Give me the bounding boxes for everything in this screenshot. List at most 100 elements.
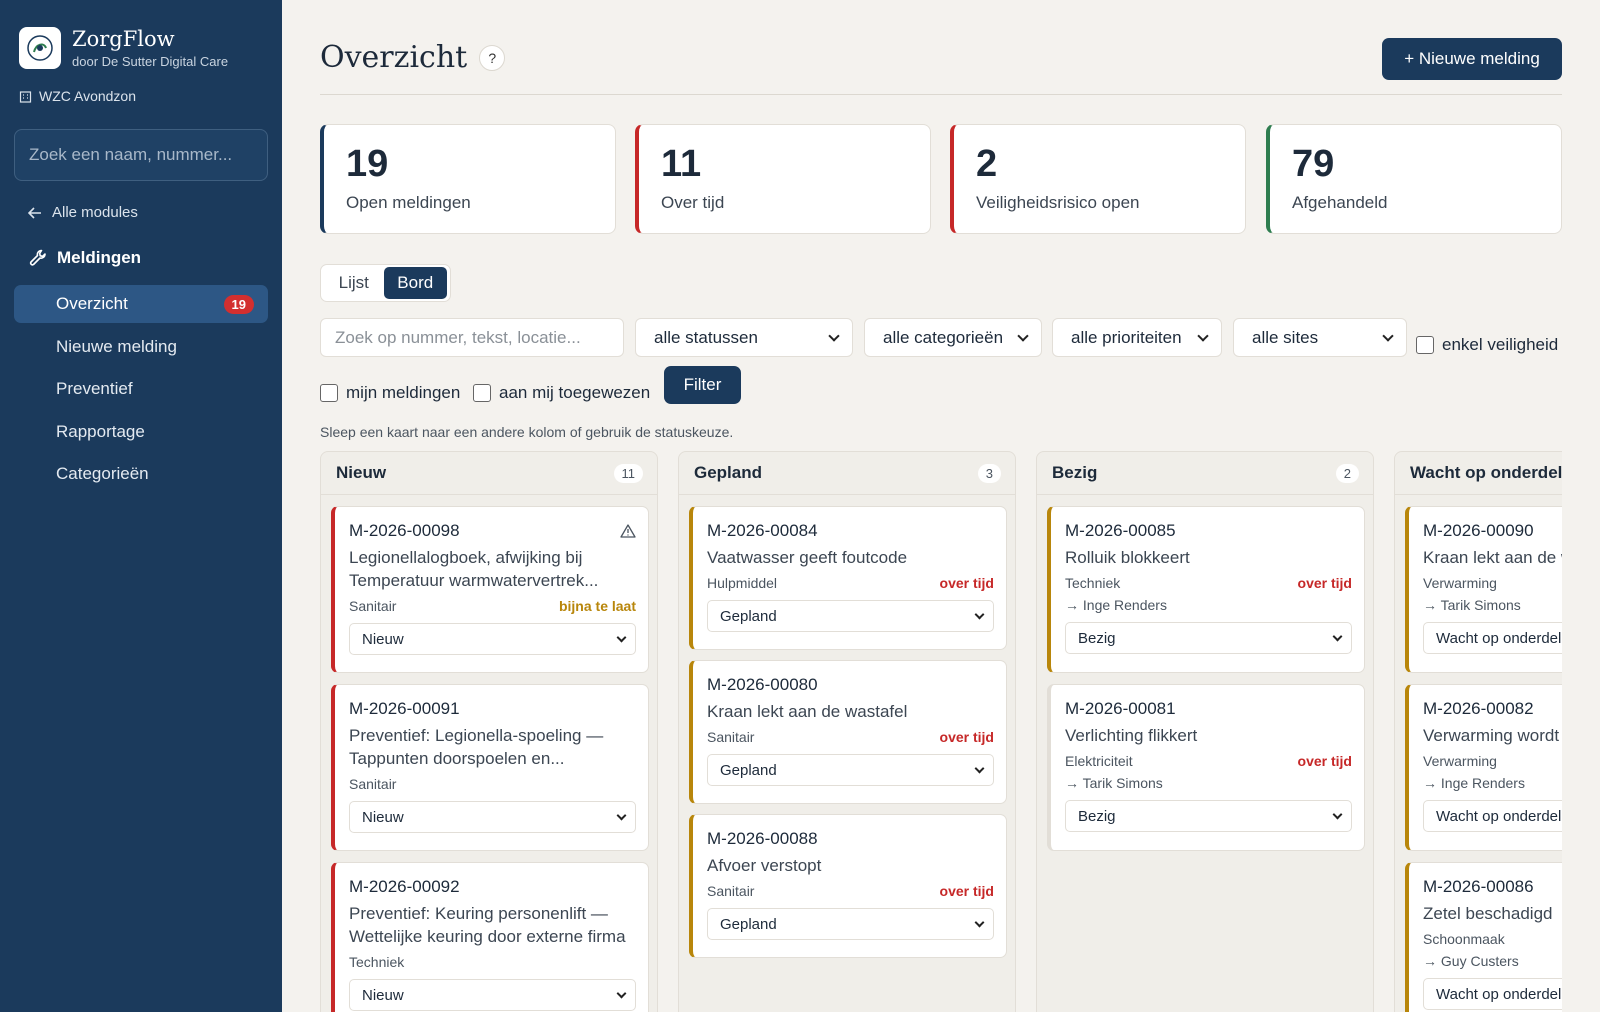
stat-value: 2: [976, 143, 998, 185]
sidebar-item-overzicht[interactable]: Overzicht 19: [14, 285, 268, 323]
deadline-flag: over tijd: [939, 883, 994, 899]
report-title: Verlichting flikkert: [1065, 726, 1198, 745]
card-status-select[interactable]: Wacht op onderdelen: [1423, 800, 1562, 832]
chevron-down-icon: [1332, 631, 1343, 641]
report-card[interactable]: M-2026-00082 Verwarming wordt niet warm …: [1405, 684, 1562, 851]
board-hint: Sleep een kaart naar een andere kolom of…: [320, 424, 734, 440]
report-category: Sanitair: [349, 598, 397, 614]
stat-open: 19 Open meldingen: [320, 124, 616, 234]
page-header: Overzicht ?: [320, 40, 506, 75]
help-icon[interactable]: ?: [479, 44, 506, 71]
card-status-select[interactable]: Bezig: [1065, 622, 1352, 654]
mine-checkbox[interactable]: mijn meldingen: [320, 383, 460, 403]
only-safety-checkbox[interactable]: enkel veiligheid: [1416, 335, 1558, 355]
logo-icon: [19, 27, 61, 69]
card-status-select[interactable]: Wacht op onderdelen: [1423, 978, 1562, 1010]
back-to-modules-link[interactable]: Alle modules: [28, 204, 138, 221]
select-value: Bezig: [1078, 807, 1116, 825]
site-select[interactable]: alle sites: [1233, 318, 1407, 357]
report-title: Kraan lekt aan de wastafel: [707, 702, 908, 721]
card-status-select[interactable]: Gepland: [707, 600, 994, 632]
stat-label: Afgehandeld: [1292, 193, 1388, 212]
filter-search-input[interactable]: [320, 318, 624, 357]
sidebar-item-label: Overzicht: [56, 294, 128, 313]
column-title: Bezig: [1052, 463, 1098, 482]
wrench-icon: [29, 249, 46, 266]
report-card[interactable]: M-2026-00080 Kraan lekt aan de wastafel …: [689, 660, 1007, 804]
checkbox-icon[interactable]: [473, 384, 491, 402]
report-card[interactable]: M-2026-00085 Rolluik blokkeert Techniek o…: [1047, 506, 1365, 673]
report-assignee: → Tarik Simons: [1065, 775, 1163, 791]
select-value: Wacht op onderdelen: [1436, 807, 1562, 825]
category-select[interactable]: alle categorieën: [864, 318, 1042, 357]
report-card[interactable]: M-2026-00088 Afvoer verstopt Sanitair ove…: [689, 814, 1007, 958]
column-count: 2: [1335, 463, 1359, 483]
stat-overdue: 11 Over tijd: [635, 124, 931, 234]
report-card[interactable]: M-2026-00090 Kraan lekt aan de wastafel …: [1405, 506, 1562, 673]
report-number: M-2026-00098: [349, 521, 460, 540]
global-search-input[interactable]: [14, 129, 268, 181]
select-value: Nieuw: [362, 808, 404, 826]
report-card[interactable]: M-2026-00091 Preventief: Legionella-spoe…: [331, 684, 649, 851]
report-title: Rolluik blokkeert: [1065, 548, 1190, 567]
report-category: Schoonmaak: [1423, 931, 1505, 947]
card-status-select[interactable]: Gepland: [707, 754, 994, 786]
deadline-flag: over tijd: [1297, 753, 1352, 769]
sidebar-item-label: Nieuwe melding: [56, 336, 177, 356]
view-board-button[interactable]: Bord: [383, 267, 447, 299]
checkbox-icon[interactable]: [320, 384, 338, 402]
report-title: Legionellalogboek, afwijking bij Tempera…: [349, 548, 599, 590]
chevron-down-icon: [616, 632, 627, 642]
report-card[interactable]: M-2026-00086 Zetel beschadigd Schoonmaak…: [1405, 862, 1562, 1012]
sidebar-item-preventief[interactable]: Preventief: [14, 370, 268, 408]
view-list-button[interactable]: Lijst: [338, 273, 369, 292]
select-value: alle statussen: [654, 327, 758, 347]
select-value: Gepland: [720, 915, 777, 933]
back-label: Alle modules: [52, 204, 138, 221]
report-title: Zetel beschadigd: [1423, 904, 1553, 923]
report-assignee: → Inge Renders: [1423, 775, 1525, 791]
report-number: M-2026-00086: [1423, 877, 1534, 896]
deadline-flag: over tijd: [939, 729, 994, 745]
column-nieuw: Nieuw 11 M-2026-00098 Legionellalogboek,…: [320, 451, 658, 1012]
sidebar-item-nieuwe-melding[interactable]: Nieuwe melding: [14, 328, 268, 366]
chevron-down-icon: [1197, 329, 1209, 342]
section-meldingen[interactable]: Meldingen: [28, 248, 141, 268]
stat-value: 11: [661, 143, 702, 185]
report-card[interactable]: M-2026-00081 Verlichting flikkert Elektr…: [1047, 684, 1365, 851]
chevron-down-icon: [616, 988, 627, 998]
report-number: M-2026-00084: [707, 521, 818, 540]
card-status-select[interactable]: Wacht op onderdelen: [1423, 622, 1562, 654]
card-status-select[interactable]: Bezig: [1065, 800, 1352, 832]
report-card[interactable]: M-2026-00084 Vaatwasser geeft foutcode H…: [689, 506, 1007, 650]
assigned-to-me-checkbox[interactable]: aan mij toegewezen: [473, 383, 650, 403]
new-report-button[interactable]: + Nieuwe melding: [1382, 38, 1562, 80]
card-status-select[interactable]: Nieuw: [349, 623, 636, 655]
card-status-select[interactable]: Gepland: [707, 908, 994, 940]
filter-button[interactable]: Filter: [664, 366, 741, 404]
sidebar-item-categorieen[interactable]: Categorieën: [14, 455, 268, 493]
report-card[interactable]: M-2026-00092 Preventief: Keuring persone…: [331, 862, 649, 1012]
select-value: Nieuw: [362, 986, 404, 1004]
checkbox-icon[interactable]: [1416, 336, 1434, 354]
arrow-left-icon: [28, 206, 41, 219]
brand[interactable]: ZorgFlow door De Sutter Digital Care: [19, 27, 228, 69]
stat-done: 79 Afgehandeld: [1266, 124, 1562, 234]
card-status-select[interactable]: Nieuw: [349, 801, 636, 833]
site-name: WZC Avondzon: [39, 88, 137, 104]
card-status-select[interactable]: Nieuw: [349, 979, 636, 1011]
sidebar-item-label: Preventief: [56, 379, 133, 398]
sidebar-item-rapportage[interactable]: Rapportage: [14, 413, 268, 451]
report-card[interactable]: M-2026-00098 Legionellalogboek, afwijkin…: [331, 506, 649, 673]
priority-select[interactable]: alle prioriteiten: [1052, 318, 1222, 357]
checkbox-label: mijn meldingen: [346, 383, 461, 402]
checkbox-label: enkel veiligheid: [1442, 335, 1559, 354]
status-select[interactable]: alle statussen: [635, 318, 853, 357]
column-header: Nieuw 11: [321, 452, 657, 495]
select-value: Gepland: [720, 761, 777, 779]
column-title: Gepland: [694, 463, 763, 482]
sidebar: ZorgFlow door De Sutter Digital Care WZC…: [0, 0, 282, 1012]
report-assignee: → Inge Renders: [1065, 597, 1167, 613]
report-category: Sanitair: [707, 883, 755, 899]
column-title: Wacht op onderdelen: [1410, 463, 1562, 482]
